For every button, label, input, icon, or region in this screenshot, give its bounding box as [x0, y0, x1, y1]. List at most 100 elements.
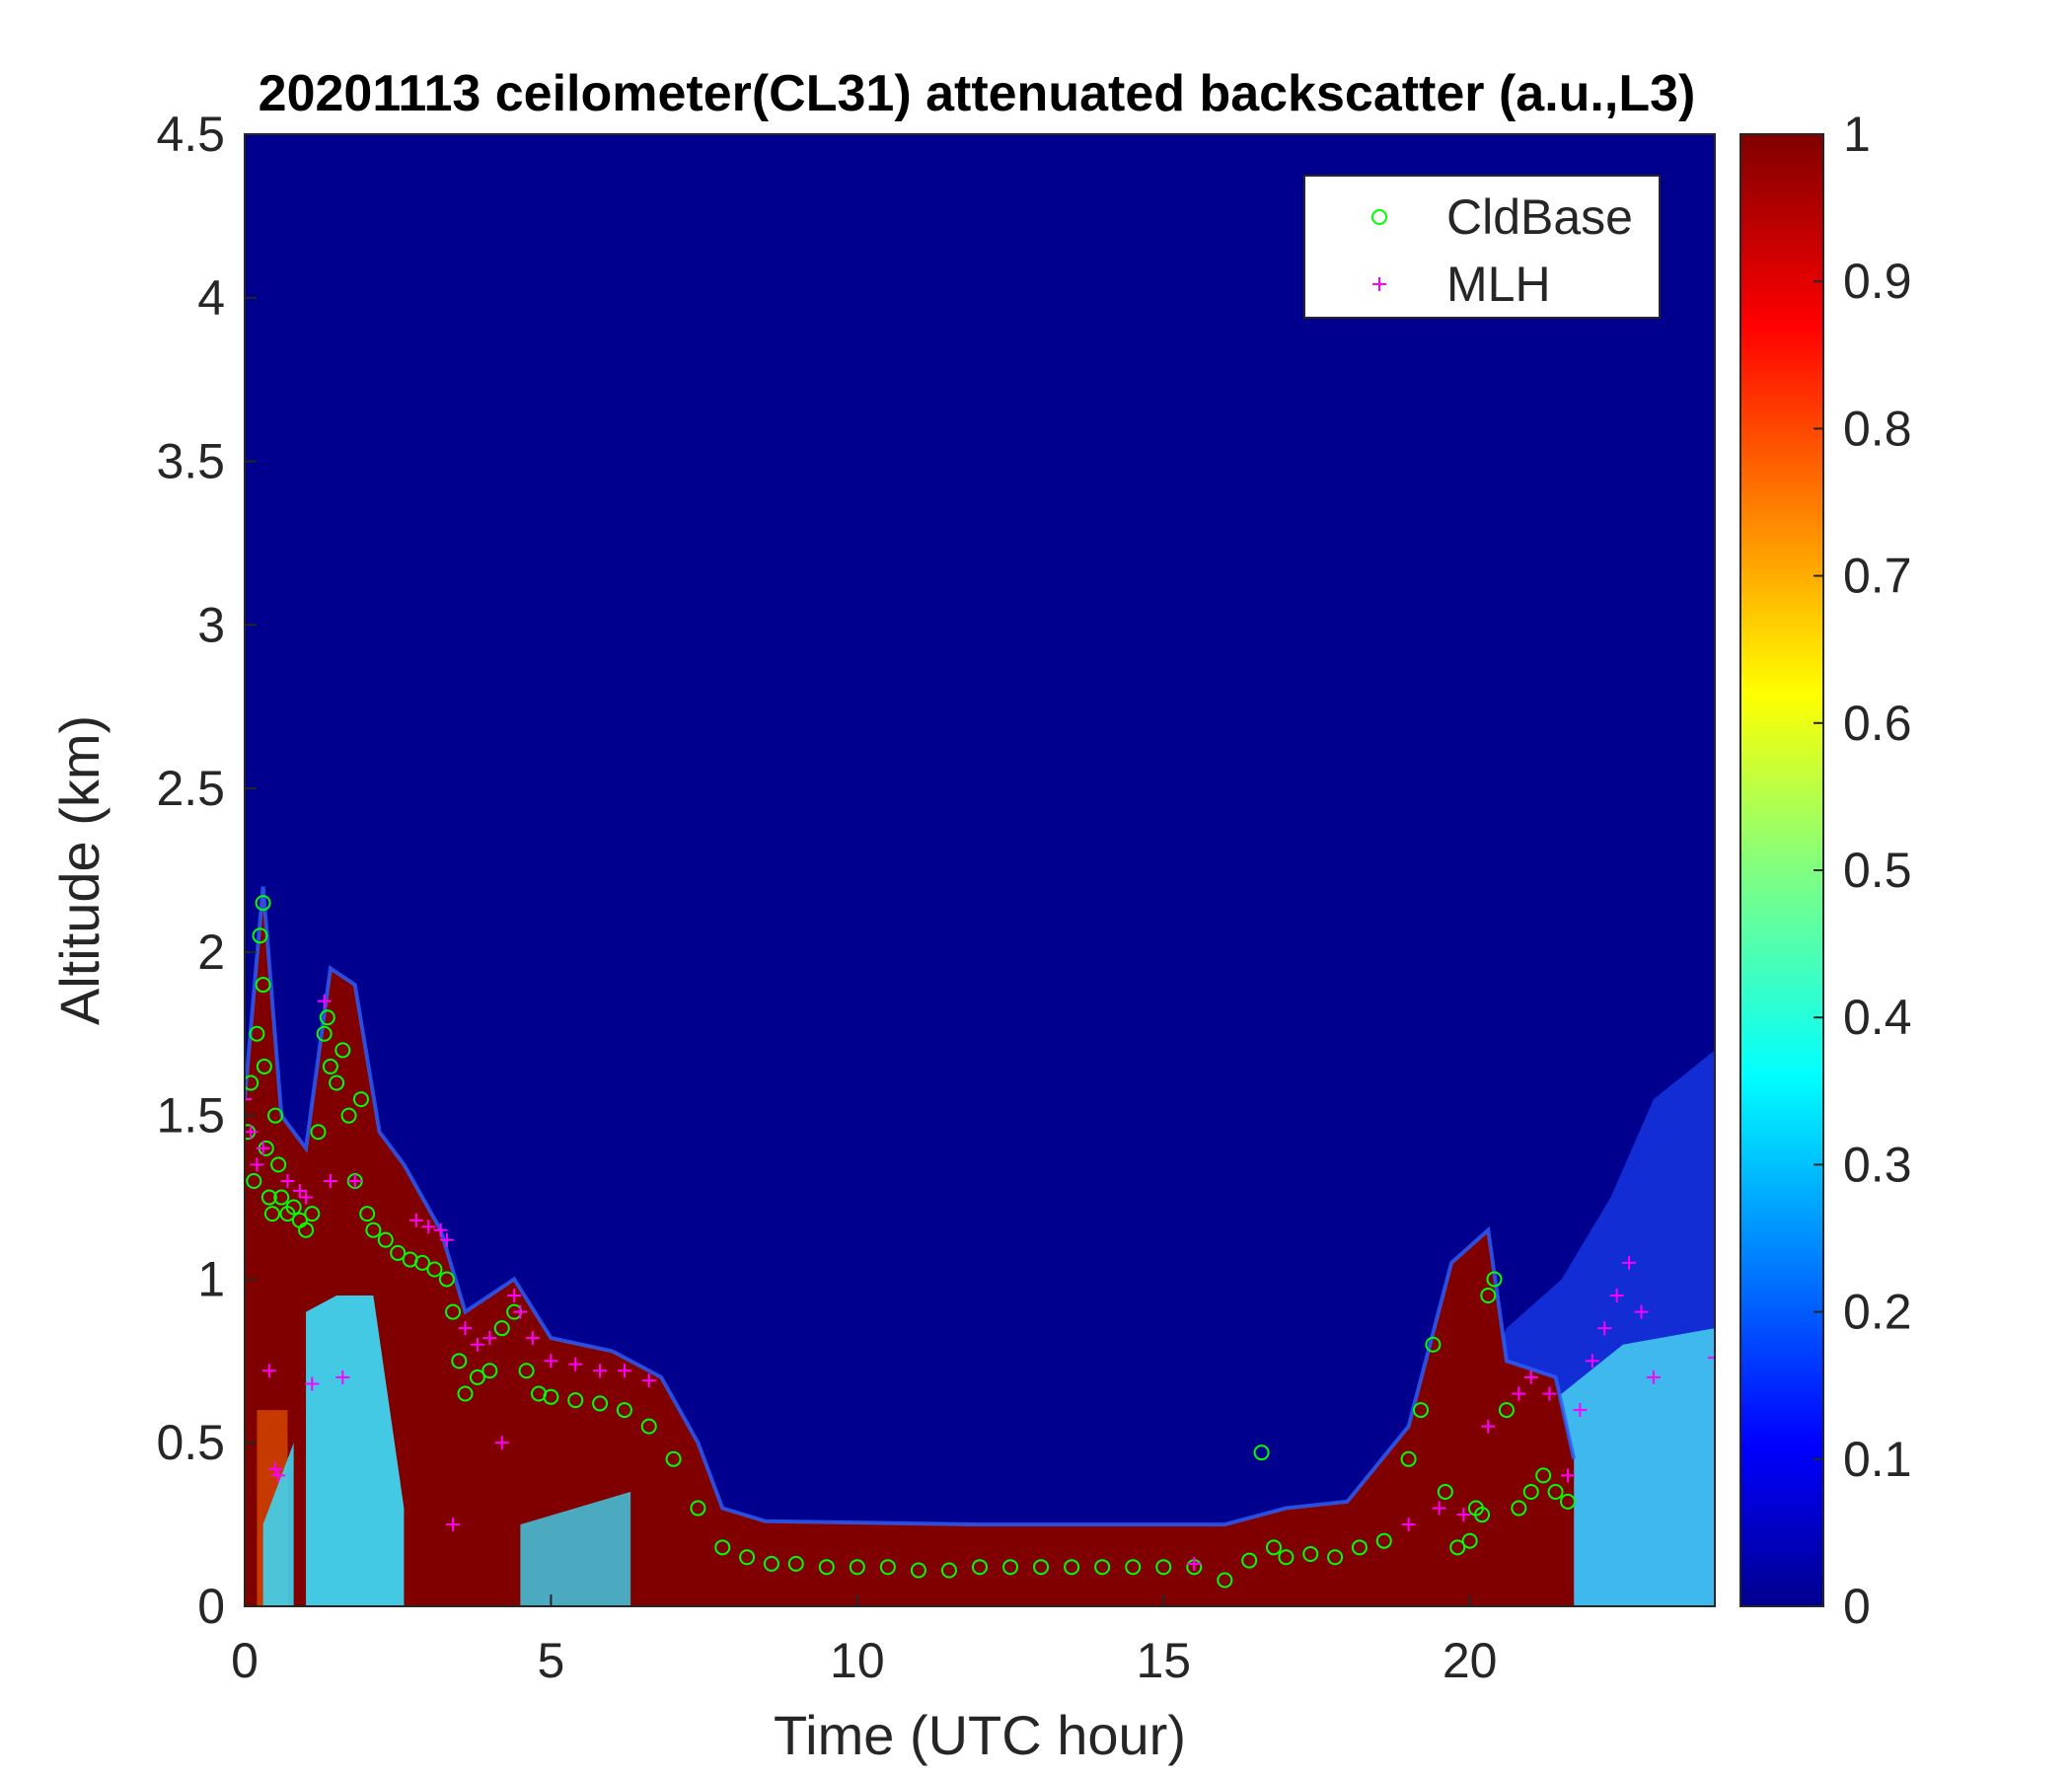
x-tick-label: 15: [1136, 1633, 1191, 1688]
mlh-marker: [1523, 1369, 1538, 1384]
mlh-marker: [1609, 1289, 1624, 1303]
x-tick-label: 5: [538, 1633, 565, 1688]
layer-top-fringe: [245, 886, 1577, 1527]
cldbase-marker: [329, 1074, 345, 1091]
cldbase-marker: [818, 1559, 835, 1576]
mlh-marker: [1432, 1501, 1446, 1516]
chart-title: 20201113 ceilometer(CL31) attenuated bac…: [259, 65, 1696, 122]
cldbase-marker: [1449, 1539, 1466, 1556]
mlh-marker: [299, 1190, 314, 1205]
cldbase-marker: [273, 1189, 290, 1206]
mlh-marker: [1512, 1386, 1526, 1401]
plot-frame: [244, 133, 1716, 1607]
cldbase-marker: [322, 1058, 338, 1074]
morning-cyan-pocket-2: [262, 1443, 294, 1606]
mlh-marker: [245, 1125, 259, 1140]
cldbase-marker: [1064, 1559, 1080, 1576]
legend-box: [1303, 175, 1661, 319]
cldbase-marker: [298, 1221, 315, 1238]
colorbar-tick-label: 0.6: [1843, 696, 1912, 751]
mlh-marker: [1708, 1351, 1715, 1366]
mlh-marker: [439, 1232, 454, 1247]
cldbase-marker: [1002, 1559, 1019, 1576]
colorbar-tick-label: 0.4: [1843, 990, 1912, 1045]
mlh-marker: [525, 1331, 540, 1346]
colorbar-gradient: [1739, 133, 1824, 1607]
mlh-marker: [507, 1289, 522, 1303]
y-tick-label: 0.5: [156, 1415, 225, 1470]
cldbase-marker: [1474, 1507, 1491, 1523]
cldbase-marker: [267, 1107, 284, 1124]
cldbase-marker: [457, 1385, 474, 1402]
cldbase-marker: [879, 1559, 896, 1576]
colorbar-tick-label: 0.9: [1843, 254, 1912, 309]
cldbase-marker: [1351, 1539, 1368, 1556]
cldbase-marker: [1547, 1483, 1564, 1500]
mlh-marker: [1646, 1369, 1661, 1384]
cldbase-marker: [1241, 1552, 1258, 1569]
cldbase-marker: [270, 1156, 287, 1173]
cldbase-marker: [493, 1320, 510, 1337]
colorbar-tick-label: 0.5: [1843, 843, 1912, 898]
cldbase-marker: [1437, 1483, 1453, 1500]
cldbase-marker: [1522, 1483, 1539, 1500]
cldbase-marker: [567, 1392, 584, 1409]
cldbase-marker: [340, 1107, 357, 1124]
cldbase-marker: [518, 1363, 535, 1379]
midmorning-cyan-pocket: [520, 1491, 631, 1606]
mlh-marker: [250, 1157, 264, 1172]
cldbase-marker: [246, 1172, 262, 1189]
mlh-marker: [433, 1222, 448, 1237]
y-tick-label: 3.5: [156, 434, 225, 489]
cldbase-marker: [359, 1206, 376, 1222]
cldbase-marker: [1560, 1493, 1576, 1510]
mlh-marker: [261, 1364, 276, 1378]
cldbase-marker: [690, 1500, 706, 1517]
mlh-marker: [641, 1373, 656, 1388]
mlh-marker: [617, 1364, 631, 1378]
cldbase-marker: [940, 1562, 957, 1579]
cldbase-marker: [445, 1303, 462, 1320]
mlh-marker: [568, 1357, 583, 1371]
cldbase-marker: [481, 1363, 498, 1379]
mlh-marker: [1561, 1468, 1575, 1483]
legend-marker-mlh: [1372, 277, 1386, 291]
x-axis: 0 5 10 15 20: [231, 1594, 1497, 1688]
cldbase-marker: [1498, 1402, 1515, 1419]
mlh-marker: [1573, 1403, 1588, 1418]
cldbase-marker: [390, 1244, 407, 1261]
cldbase-marker: [1535, 1467, 1552, 1484]
colorbar-tick-label: 0: [1843, 1579, 1871, 1634]
mlh-marker: [323, 1173, 337, 1188]
cldbase-marker: [365, 1221, 382, 1238]
mlh-marker: [458, 1321, 473, 1336]
mlh-marker: [482, 1331, 497, 1346]
cldbase-marker: [1094, 1559, 1111, 1576]
cldbase-marker: [1511, 1500, 1527, 1517]
cldbase-marker: [1413, 1402, 1429, 1419]
saturated-layer: [245, 886, 1575, 1606]
cldbase-marker: [714, 1539, 731, 1556]
mlh-marker: [280, 1173, 295, 1188]
colorbar-tick-label: 0.3: [1843, 1137, 1912, 1192]
legend-label: MLH: [1446, 257, 1551, 312]
cldbase-marker: [304, 1206, 321, 1222]
morning-cyan-pocket: [306, 1295, 405, 1606]
colorbar: 0 0.1 0.2 0.3 0.4 0.5 0.6 0.7 0.8 0.9 1: [1739, 107, 1912, 1634]
cldbase-marker: [451, 1353, 468, 1369]
cldbase-marker: [255, 977, 271, 994]
cldbase-marker: [1461, 1532, 1478, 1549]
cldbase-marker: [414, 1254, 431, 1271]
mlh-marker: [347, 1173, 362, 1188]
mlh-marker: [1187, 1556, 1202, 1571]
cldbase-marker: [245, 1074, 259, 1091]
cldbase-marker: [910, 1562, 926, 1579]
mlh-marker: [245, 1092, 252, 1107]
cldbase-marker: [377, 1231, 394, 1248]
y-axis: 0 0.5 1 1.5 2 2.5 3 3.5 4 4.5: [156, 107, 257, 1634]
cldbase-marker: [787, 1555, 804, 1572]
cldbase-marker: [616, 1402, 632, 1419]
y-tick-label: 3: [197, 597, 225, 652]
cldbase-marker: [739, 1549, 756, 1566]
